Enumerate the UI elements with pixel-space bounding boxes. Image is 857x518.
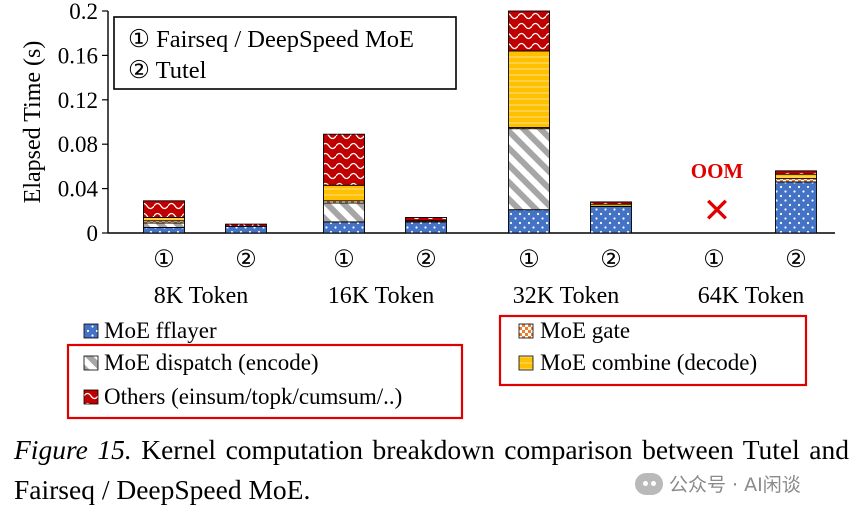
x-group-label: 8K Token bbox=[154, 283, 249, 309]
bar-segment-combine bbox=[323, 184, 365, 202]
bar-segment-dispatch bbox=[143, 222, 185, 228]
watermark-text: 公众号 · AI闲谈 bbox=[669, 474, 801, 496]
bar-index-label: ② bbox=[600, 247, 622, 273]
bar-segment-fflayer bbox=[590, 205, 632, 234]
bar-segment-fflayer bbox=[508, 209, 550, 234]
bar-index-label: ① bbox=[703, 247, 725, 273]
bar-segment-einsumtopkcumsum bbox=[405, 217, 447, 222]
framework-legend-fairseq: ① Fairseq / DeepSpeed MoE bbox=[128, 26, 414, 53]
x-group-label: 16K Token bbox=[328, 283, 435, 309]
watermark: 公众号 · AI闲谈 bbox=[635, 470, 801, 497]
bar-index-label: ① bbox=[518, 247, 540, 273]
legend-swatch-gate bbox=[518, 323, 534, 339]
legend-label-others: Others (einsum/topk/cumsum/..) bbox=[104, 384, 402, 409]
x-group-label: 64K Token bbox=[698, 283, 805, 309]
oom-label: OOM bbox=[691, 159, 744, 183]
caption-label: Figure 15. bbox=[14, 434, 132, 465]
y-tick-label: 0.12 bbox=[58, 88, 98, 113]
bar-segment-einsumtopkcumsum bbox=[775, 170, 817, 175]
y-axis-label: Elapsed Time (s) bbox=[20, 41, 46, 204]
bar-segment-gate bbox=[775, 178, 817, 183]
legend-highlight-box-left bbox=[66, 343, 464, 420]
bar-segment-fflayer bbox=[405, 221, 447, 234]
y-tick-label: 0.2 bbox=[69, 0, 98, 24]
legend-swatch-combine bbox=[518, 355, 534, 371]
caption-text: Kernel computation breakdown comparison … bbox=[14, 434, 849, 505]
bar-segment-einsumtopkcumsum bbox=[323, 133, 365, 186]
y-tick-label: 0.08 bbox=[58, 132, 98, 157]
y-tick-label: 0.16 bbox=[58, 43, 98, 68]
legend-label-fflayer: MoE fflayer bbox=[104, 318, 217, 343]
bar-index-label: ② bbox=[785, 247, 807, 273]
figure-caption: Figure 15. Kernel computation breakdown … bbox=[14, 430, 849, 510]
bar-segment-fflayer bbox=[775, 181, 817, 234]
legend-label-combine: MoE combine (decode) bbox=[540, 350, 757, 375]
bar-segment-dispatch bbox=[323, 202, 365, 223]
bar-segment-combine bbox=[508, 50, 550, 128]
legend-swatch-fflayer bbox=[83, 323, 99, 339]
oom-mark: ✕ bbox=[703, 191, 732, 231]
bar-segment-dispatch bbox=[508, 128, 550, 211]
framework-legend-tutel: ② Tutel bbox=[128, 57, 207, 84]
wechat-icon bbox=[635, 472, 663, 495]
bar-segment-einsumtopkcumsum bbox=[225, 223, 267, 227]
bar-index-label: ① bbox=[153, 247, 175, 273]
legend-label-gate: MoE gate bbox=[540, 318, 630, 343]
stacked-bar-chart: 0 0.04 0.08 0.12 0.16 0.2 Elapsed Time (s) ① ② ①… bbox=[20, 0, 835, 420]
bar-segment-einsumtopkcumsum bbox=[508, 10, 550, 52]
y-tick-label: 0 bbox=[87, 221, 99, 246]
bar-segment-fflayer bbox=[323, 221, 365, 234]
bar-index-label: ② bbox=[415, 247, 437, 273]
bar-segment-fflayer bbox=[225, 225, 267, 234]
x-group-label: 32K Token bbox=[513, 283, 620, 309]
series-legend: MoE fflayer MoE dispatch (encode) Others… bbox=[66, 314, 808, 420]
bar-index-label: ① bbox=[333, 247, 355, 273]
framework-legend: ① Fairseq / DeepSpeed MoE ② Tutel bbox=[113, 16, 457, 90]
y-tick-label: 0.04 bbox=[58, 177, 99, 202]
bar-segment-einsumtopkcumsum bbox=[143, 200, 185, 218]
legend-label-dispatch: MoE dispatch (encode) bbox=[104, 350, 319, 375]
bar-index-label: ② bbox=[235, 247, 257, 273]
bar-segment-fflayer bbox=[143, 226, 185, 234]
legend-highlight-box-right bbox=[498, 314, 808, 387]
legend-swatch-dispatch bbox=[83, 355, 99, 371]
bar-segment-einsumtopkcumsum bbox=[590, 201, 632, 205]
bar-segment-combine bbox=[775, 173, 817, 180]
bar-segment-combine bbox=[143, 217, 185, 222]
legend-swatch-others bbox=[83, 389, 99, 405]
